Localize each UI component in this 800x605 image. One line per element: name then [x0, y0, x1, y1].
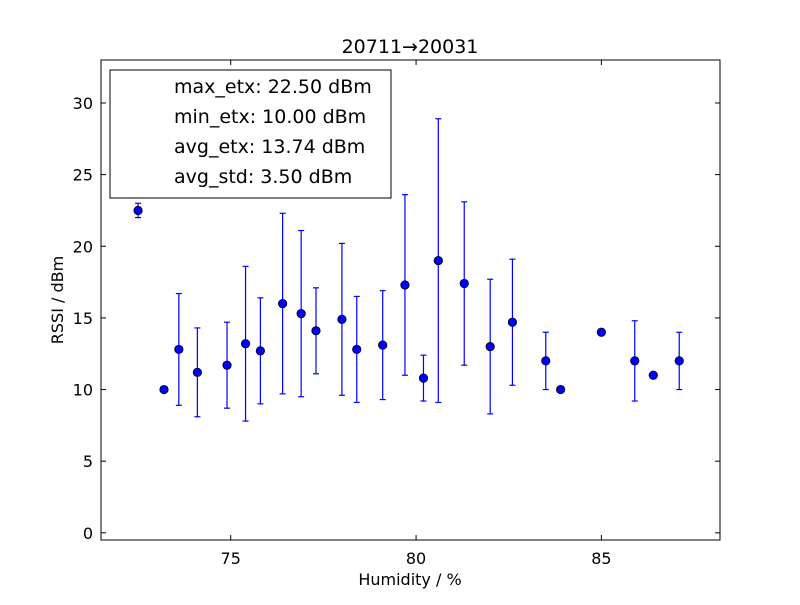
data-point — [556, 384, 566, 395]
data-point — [159, 384, 169, 395]
x-tick-label: 80 — [406, 549, 426, 568]
data-point — [630, 356, 640, 366]
data-point — [459, 278, 469, 289]
legend-box — [109, 69, 392, 199]
data-point — [674, 356, 684, 366]
data-point — [133, 205, 143, 216]
x-axis-label: Humidity / % — [358, 570, 461, 589]
data-point — [378, 340, 388, 350]
data-point — [485, 341, 495, 352]
data-point — [648, 370, 658, 380]
y-tick-label: 25 — [73, 166, 93, 185]
plot-area: 75 80 85 0 5 10 15 20 25 30 max_etx: 22.50 dBm min_… — [73, 59, 721, 568]
data-point — [596, 327, 606, 337]
data-point — [418, 373, 429, 383]
data-point — [352, 344, 362, 355]
legend-entry: avg_etx: 13.74 dBm — [174, 136, 365, 158]
y-tick-label: 10 — [73, 381, 93, 400]
plot-frame — [100, 59, 721, 541]
x-tick-label: 85 — [591, 549, 611, 568]
y-tick-label: 15 — [73, 309, 93, 328]
data-point — [192, 367, 202, 377]
data-point — [400, 280, 410, 290]
data-point — [433, 255, 443, 266]
data-point — [311, 326, 321, 336]
y-tick-label: 0 — [83, 524, 93, 543]
data-point — [174, 344, 184, 355]
data-point — [296, 309, 306, 319]
y-tick-label: 20 — [73, 237, 93, 256]
data-point — [255, 346, 265, 356]
data-point — [278, 298, 288, 309]
y-tick-label: 5 — [83, 452, 93, 471]
data-point — [222, 360, 232, 370]
legend-entry: avg_std: 3.50 dBm — [174, 166, 352, 188]
data-point — [240, 339, 251, 349]
data-point — [337, 314, 347, 324]
legend-entry: min_etx: 10.00 dBm — [174, 106, 366, 128]
data-point — [541, 356, 551, 366]
y-axis-label: RSSI / dBm — [48, 256, 67, 344]
legend-entry: max_etx: 22.50 dBm — [174, 76, 372, 98]
y-tick-label: 30 — [73, 94, 93, 113]
chart-title: 20711→20031 — [342, 36, 479, 58]
data-point — [507, 317, 518, 327]
x-tick-label: 75 — [221, 549, 241, 568]
